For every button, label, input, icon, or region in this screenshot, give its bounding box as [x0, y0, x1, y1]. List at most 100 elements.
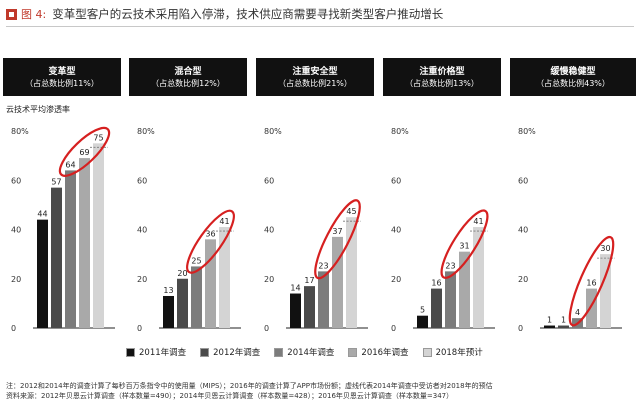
- panel-header-1: 变革型 （占总数比例11%）: [3, 58, 121, 96]
- bar: [177, 278, 188, 328]
- y-axis-title: 云技术平均渗透率: [6, 104, 70, 114]
- data-label: 23: [445, 261, 455, 270]
- legend-swatch: [274, 347, 284, 357]
- legend-swatch: [348, 347, 358, 357]
- data-label: 41: [219, 217, 229, 226]
- bar: [600, 254, 611, 328]
- legend-swatch: [422, 347, 432, 357]
- data-label: 36: [205, 229, 215, 238]
- data-label: 23: [318, 261, 328, 270]
- panel-header-5: 缓慢稳健型 （占总数比例43%）: [510, 58, 636, 96]
- data-label: 64: [65, 160, 75, 169]
- highlight-ellipse: [440, 209, 489, 279]
- bar: [65, 170, 76, 328]
- y-tick-label: 0: [11, 324, 16, 333]
- y-tick-label: 0: [518, 324, 523, 333]
- data-label: 41: [473, 217, 483, 226]
- data-label: 5: [420, 306, 425, 315]
- highlight-ellipse: [186, 209, 235, 274]
- data-label: 31: [459, 242, 469, 251]
- panel-name: 缓慢稳健型: [550, 66, 596, 77]
- data-label: 13: [163, 286, 173, 295]
- bar: [37, 219, 48, 328]
- data-label: 20: [177, 269, 187, 278]
- y-tick-label: 20: [391, 275, 401, 284]
- data-label: 45: [346, 207, 356, 216]
- bar: [417, 315, 428, 328]
- y-tick-label: 20: [518, 275, 528, 284]
- panel-header-3: 注重安全型 （占总数比例21%）: [256, 58, 374, 96]
- y-tick-label: 20: [11, 275, 21, 284]
- highlight-ellipse: [568, 235, 615, 327]
- bar: [163, 295, 174, 328]
- chart-legend: 2011年调查 2012年调查 2014年调查 2016年调查 2018年预计: [126, 346, 497, 358]
- note-line: 注：2012和2014年的调查计算了每秒百万条指令中的使用量（MIPS）；201…: [6, 382, 493, 390]
- panel-share: （占总数比例21%）: [278, 78, 352, 88]
- y-tick-label: 60: [11, 176, 21, 185]
- title-divider: [6, 26, 634, 27]
- y-tick-label: 80%: [11, 127, 29, 136]
- data-label: 75: [93, 133, 103, 142]
- y-tick-label: 0: [264, 324, 269, 333]
- legend-label: 2016年调查: [361, 348, 409, 358]
- legend-label: 2012年调查: [213, 348, 261, 358]
- y-tick-label: 60: [391, 176, 401, 185]
- panel-header-2: 混合型 （占总数比例12%）: [129, 58, 247, 96]
- data-label: 1: [561, 316, 566, 325]
- legend-item-2011: 2011年调查: [126, 346, 186, 358]
- y-tick-label: 0: [391, 324, 396, 333]
- y-tick-label: 40: [137, 226, 147, 235]
- data-label: 37: [332, 227, 342, 236]
- bar: [586, 288, 597, 328]
- y-tick-label: 20: [264, 275, 274, 284]
- panel-share: （占总数比例11%）: [25, 78, 99, 88]
- bar: [205, 239, 216, 328]
- legend-item-2016: 2016年调查: [348, 346, 409, 358]
- data-label: 1: [547, 316, 552, 325]
- panel-name: 混合型: [174, 66, 202, 77]
- source-line: 资料来源：2012年贝恩云计算调查（样本数量=490）；2014年贝恩云计算调查…: [6, 392, 454, 400]
- legend-label: 2011年调查: [139, 348, 187, 358]
- legend-swatch: [200, 347, 210, 357]
- data-label: 17: [304, 276, 314, 285]
- bar: [473, 227, 484, 328]
- legend-item-2018: 2018年预计: [422, 346, 483, 358]
- bar: [558, 325, 569, 328]
- panel-share: （占总数比例12%）: [151, 78, 225, 88]
- y-tick-label: 60: [137, 176, 147, 185]
- panel-name: 注重安全型: [292, 66, 338, 77]
- data-label: 25: [191, 256, 201, 265]
- legend-item-2012: 2012年调查: [200, 346, 260, 358]
- chart-notes: 注：2012和2014年的调查计算了每秒百万条指令中的使用量（MIPS）；201…: [6, 381, 493, 401]
- panel-share: （占总数比例43%）: [536, 78, 610, 88]
- y-tick-label: 40: [391, 226, 401, 235]
- legend-swatch: [126, 347, 135, 357]
- y-tick-label: 60: [518, 176, 528, 185]
- panel-header-4: 注重价格型 （占总数比例13%）: [383, 58, 501, 96]
- bar: [51, 187, 62, 328]
- bar: [445, 271, 456, 328]
- data-label: 4: [575, 308, 580, 317]
- bar: [191, 266, 202, 328]
- bar: [332, 236, 343, 328]
- y-tick-label: 80%: [518, 127, 536, 136]
- figure-title-row: 图 4: 变革型客户的云技术采用陷入停滞，技术供应商需要寻找新类型客户推动增长: [6, 3, 443, 25]
- y-tick-label: 40: [518, 226, 528, 235]
- bar: [219, 227, 230, 328]
- data-label: 16: [431, 279, 441, 288]
- legend-item-2014: 2014年调查: [274, 346, 334, 358]
- bar: [93, 143, 104, 328]
- highlight-ellipse: [314, 199, 361, 280]
- panel-share: （占总数比例13%）: [405, 78, 479, 88]
- y-tick-label: 60: [264, 176, 274, 185]
- bar: [79, 158, 90, 328]
- legend-label: 2014年调查: [287, 348, 335, 358]
- bar: [318, 271, 329, 328]
- y-tick-label: 80%: [391, 127, 409, 136]
- y-tick-label: 40: [264, 226, 274, 235]
- bar: [459, 251, 470, 328]
- bar: [431, 288, 442, 328]
- y-tick-label: 0: [137, 324, 142, 333]
- figure-icon: [6, 8, 17, 20]
